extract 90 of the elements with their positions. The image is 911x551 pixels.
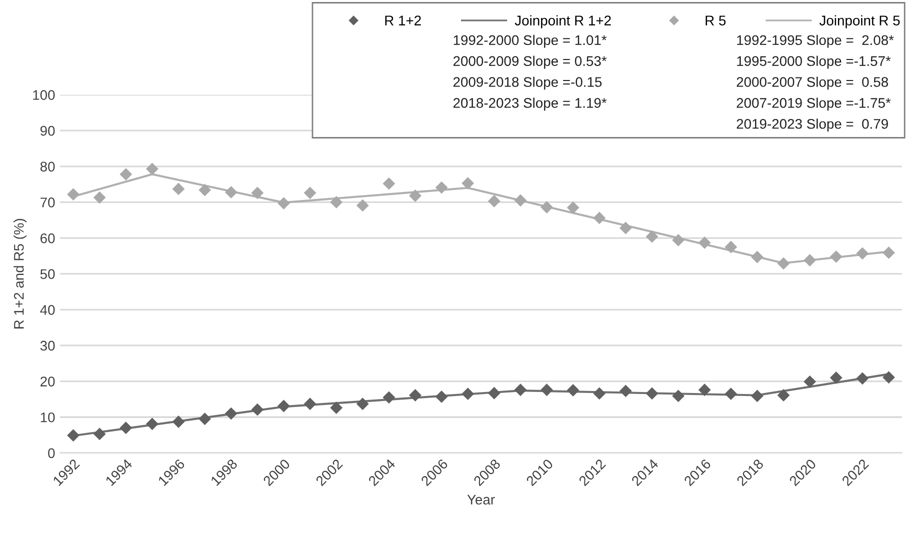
point [382, 391, 396, 404]
point [198, 412, 212, 426]
point [435, 390, 448, 403]
point [672, 234, 685, 246]
point [462, 388, 474, 400]
point [462, 177, 474, 190]
point [540, 201, 553, 214]
point [698, 384, 711, 396]
y-tick-label: 10 [40, 412, 55, 422]
point [777, 257, 790, 270]
point [566, 384, 580, 396]
point [514, 194, 527, 207]
point [777, 389, 790, 402]
annotation: 2019-2023 Slope = 0.79 [736, 118, 888, 132]
point [751, 250, 764, 264]
point [724, 388, 738, 400]
point [146, 418, 158, 430]
legend-label: Joinpoint R 5 [819, 15, 900, 28]
point [514, 384, 527, 396]
point [488, 194, 500, 208]
point [304, 398, 316, 410]
point [830, 250, 842, 263]
y-tick-label: 100 [33, 90, 55, 100]
point [804, 375, 816, 388]
point [540, 384, 553, 396]
y-tick-label: 40 [40, 304, 55, 315]
point [882, 371, 895, 384]
y-tick-label: 50 [40, 269, 55, 280]
point [93, 428, 106, 440]
text: 1995-2000 Slope =-1.57* [737, 56, 891, 69]
y-tick-label: 30 [40, 340, 55, 351]
point [698, 236, 711, 249]
legend-label: R 5 [706, 16, 726, 26]
y-tick-label: 0 [48, 448, 55, 458]
point [882, 246, 895, 259]
point [409, 389, 422, 402]
y-axis-title: R 1+2 and R5 (%) [14, 218, 27, 328]
point [593, 387, 606, 400]
point [120, 422, 132, 434]
text: 2009-2018 Slope =-0.15 [453, 76, 602, 90]
annotation: 2007-2019 Slope =-1.75* [736, 98, 891, 111]
point [751, 390, 764, 402]
point [146, 162, 158, 176]
point [172, 416, 185, 428]
point [356, 398, 369, 410]
point [224, 186, 238, 198]
point [278, 400, 290, 412]
point [382, 177, 396, 190]
y-tick-label: 60 [40, 233, 55, 244]
point [67, 188, 80, 201]
point [593, 212, 606, 224]
point [251, 403, 264, 416]
point [120, 168, 132, 180]
point [856, 372, 869, 385]
y-tick-label: 70 [40, 198, 55, 208]
point [198, 184, 212, 196]
point [93, 191, 106, 204]
legend-label: R 1+2 [385, 16, 421, 26]
annotation: 2018-2023 Slope = 1.19* [453, 98, 607, 111]
point [330, 196, 343, 208]
y-tick-label: 80 [40, 162, 55, 172]
point [251, 186, 264, 200]
point [830, 372, 842, 384]
point [804, 254, 816, 266]
point [224, 407, 238, 420]
point [646, 387, 658, 400]
point [672, 390, 685, 402]
point [619, 222, 632, 234]
x-axis-title: Year [467, 494, 495, 505]
text: 2000-2007 Slope = 0.58 [736, 76, 888, 90]
text: 2000-2009 Slope = 0.53* [453, 56, 607, 69]
point [278, 197, 290, 210]
text: 1992-1995 Slope = 2.08* [737, 34, 894, 48]
point [488, 386, 500, 400]
y-tick-label: 90 [40, 126, 55, 136]
point [619, 384, 632, 398]
point [435, 181, 448, 194]
point [304, 186, 316, 200]
point [409, 190, 422, 202]
point [67, 429, 80, 442]
point [566, 201, 580, 214]
point [330, 402, 343, 414]
point [356, 199, 369, 212]
point [646, 230, 658, 243]
point [172, 182, 185, 196]
point [856, 247, 869, 260]
point [724, 240, 738, 254]
text: 1992-2000 Slope = 1.01* [454, 34, 607, 48]
y-tick-label: 20 [40, 376, 55, 386]
legend-label: Joinpoint R 1+2 [514, 15, 611, 28]
